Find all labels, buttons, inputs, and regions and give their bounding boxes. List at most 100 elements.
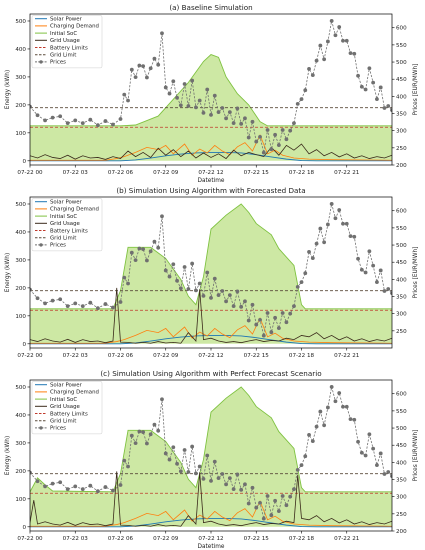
price-point-13 [122,275,127,280]
price-point-59 [295,468,300,472]
ytick-right-label: 600 [396,209,407,215]
price-point-70 [337,208,342,212]
price-point-42 [231,121,236,126]
y-axis-label: Energy (kWh) [5,253,11,292]
price-point-8 [88,483,93,488]
legend-entry-1: Charging Demand [50,207,99,213]
price-point-57 [288,128,293,133]
price-point-20 [148,66,153,71]
price-point-55 [280,128,285,132]
xtick-label: 07-22 00 [17,353,43,359]
price-point-6 [73,118,78,123]
price-point-8 [88,300,93,305]
price-point-43 [235,289,240,294]
legend-entry-5: Grid Limit [50,53,76,59]
price-point-51 [265,128,270,132]
xtick-label: 07-22 09 [153,353,179,359]
ytick-right-label: 250 [396,146,407,152]
price-point-52 [269,513,274,518]
price-point-76 [359,84,364,89]
price-point-72 [344,404,349,409]
price-point-39 [220,289,225,293]
ytick-right-label: 300 [396,312,407,318]
price-point-7 [80,121,85,126]
legend-entry-3: Grid Usage [50,404,81,410]
price-point-6 [73,484,78,489]
series-solar-power [30,517,392,528]
price-point-47 [250,485,255,490]
price-point-2 [43,301,47,306]
price-point-34 [201,110,206,115]
ytick-right-label: 400 [396,94,407,100]
ytick-label: 0 [22,525,26,531]
price-point-55 [280,311,285,315]
ytick-label: 500 [15,385,26,391]
ytick-label: 0 [22,159,26,165]
price-point-74 [352,51,357,56]
price-point-35 [205,270,210,275]
price-point-1 [35,479,40,484]
price-point-1 [35,296,40,301]
price-point-63 [310,73,315,77]
price-point-45 [243,482,247,487]
price-point-56 [284,320,289,325]
price-point-80 [375,463,379,468]
price-point-22 [156,245,161,250]
price-point-66 [322,240,327,245]
price-point-11 [111,305,115,310]
legend-entry-6: Prices [50,426,66,432]
price-point-59 [295,102,300,106]
price-point-66 [322,57,327,62]
ytick-label: 200 [15,286,26,292]
price-point-23 [160,397,164,402]
price-point-62 [307,67,311,71]
price-point-18 [141,430,146,435]
price-point-61 [303,271,308,276]
price-point-34 [201,293,206,298]
price-point-48 [254,505,259,510]
xtick-label: 07-22 00 [17,170,43,176]
ytick-right-label: 400 [396,460,407,466]
price-point-82 [382,289,387,293]
y-axis-right-label: Prices [EUR/MWh] [413,247,419,299]
ytick-right-label: 450 [396,443,407,449]
price-point-16 [133,258,138,263]
price-point-36 [209,479,213,483]
price-point-83 [386,104,391,108]
xtick-label: 07-22 06 [108,170,134,176]
price-point-56 [284,503,289,508]
price-point-43 [235,106,240,111]
price-point-9 [95,306,100,311]
price-point-64 [314,241,319,246]
soc-area [30,386,392,527]
ytick-right-label: 550 [396,43,407,49]
legend-swatch-marker [39,426,43,430]
price-point-63 [310,439,315,443]
ytick-right-label: 550 [396,409,407,415]
price-point-30 [186,104,191,108]
price-point-2 [43,484,47,489]
price-point-39 [220,472,225,476]
price-point-65 [318,43,323,48]
price-point-15 [129,250,134,255]
price-point-38 [216,293,221,298]
price-point-46 [246,501,251,506]
price-point-54 [276,326,281,330]
price-point-32 [194,471,198,476]
price-point-24 [163,268,168,273]
price-point-13 [122,458,127,463]
xtick-label: 07-22 03 [63,170,89,176]
price-point-0 [30,104,32,109]
price-point-60 [299,97,304,102]
price-point-19 [145,75,149,80]
ytick-label: 0 [22,342,26,348]
legend-entry-0: Solar Power [50,383,83,389]
legend-box [31,15,103,69]
price-point-7 [80,304,85,309]
price-point-33 [197,281,202,286]
chart-title: (b) Simulation Using Algorithm with Fore… [116,186,305,195]
legend-box [31,381,103,435]
price-point-40 [224,482,228,487]
price-point-17 [137,246,142,251]
price-point-25 [167,274,172,279]
